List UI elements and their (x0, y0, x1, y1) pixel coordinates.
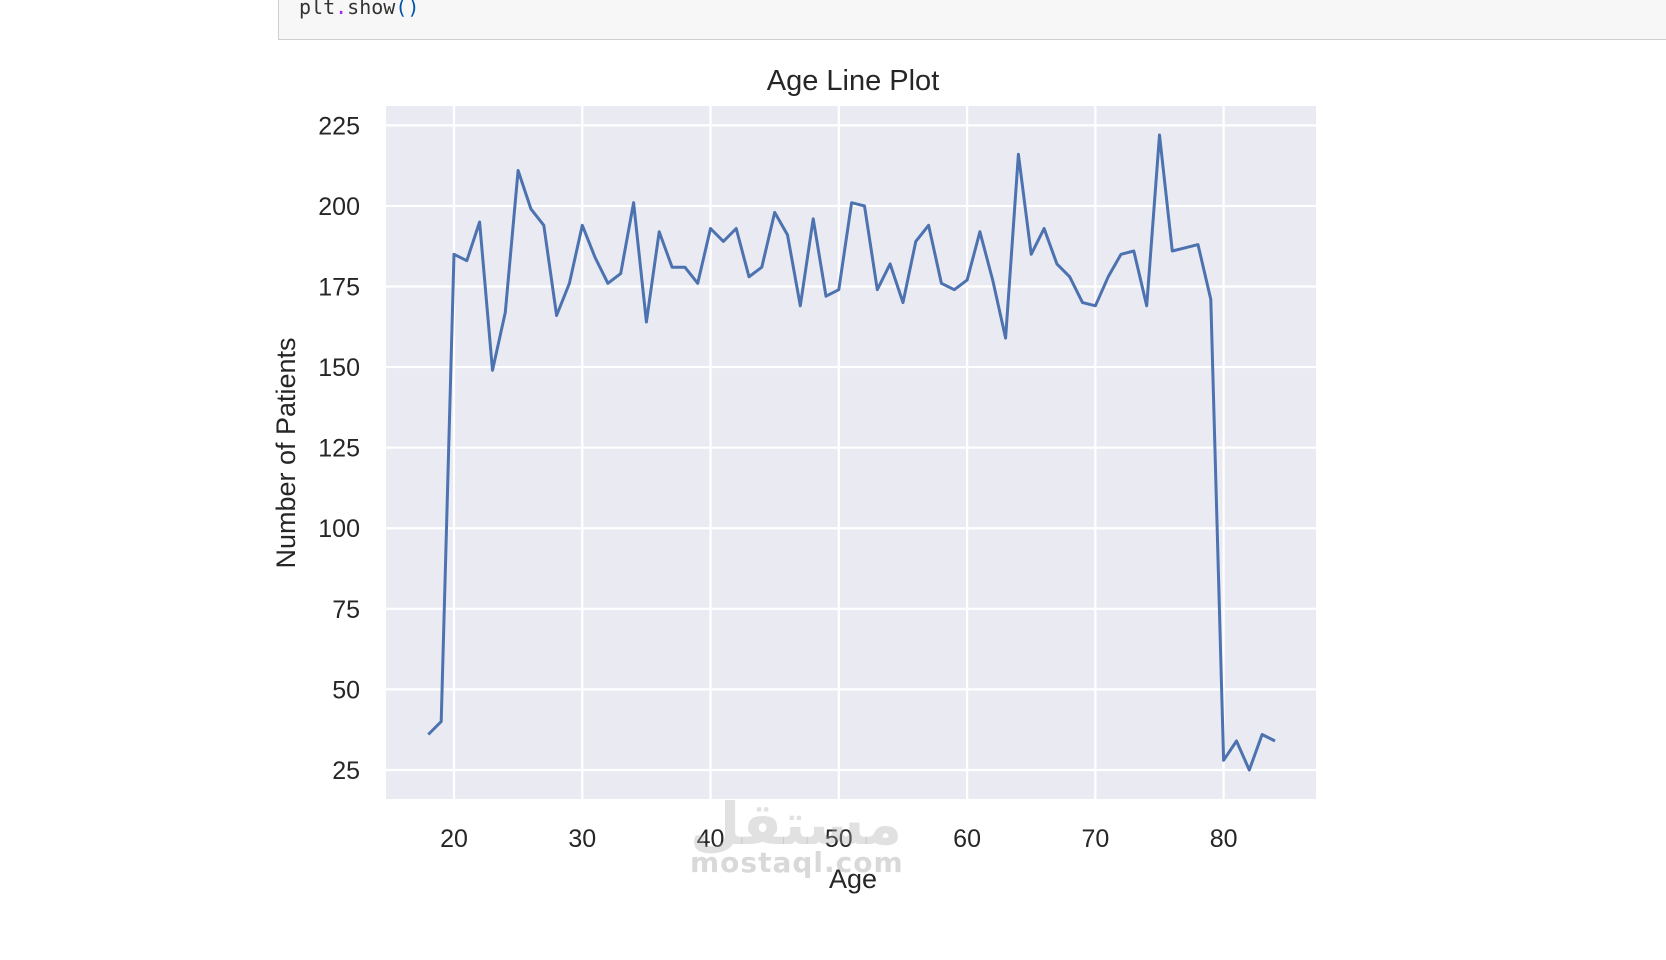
y-tick-label-225: 225 (318, 112, 360, 140)
x-tick-label-20: 20 (440, 825, 468, 853)
y-tick-labels: 25 50 75 100 125 150 175 200 225 (318, 112, 360, 785)
series-line (427, 133, 1276, 772)
x-tick-label-50: 50 (825, 825, 853, 853)
watermark-logo: مستقل (690, 790, 903, 858)
code-cell[interactable]: plt.show() (278, 0, 1666, 40)
x-tick-label-40: 40 (697, 825, 725, 853)
output-area: 25 50 75 100 125 150 175 200 225 20 30 40 50 60 70 80 … (270, 50, 1370, 930)
code-line: plt.show() (299, 0, 420, 19)
y-tick-label-200: 200 (318, 193, 360, 221)
y-tick-label-25: 25 (332, 757, 360, 785)
y-tick-label-150: 150 (318, 354, 360, 382)
y-tick-label-125: 125 (318, 435, 360, 463)
y-axis-label: Number of Patients (271, 337, 301, 568)
x-axis-label: Age (829, 864, 877, 894)
watermark-text: mostaql.com (690, 846, 904, 879)
chart-title: Age Line Plot (767, 65, 940, 97)
x-tick-label-60: 60 (953, 825, 981, 853)
x-tick-label-80: 80 (1210, 825, 1238, 853)
y-tick-label-75: 75 (332, 596, 360, 624)
x-tick-label-30: 30 (568, 825, 596, 853)
x-tick-label-70: 70 (1081, 825, 1109, 853)
y-tick-label-100: 100 (318, 515, 360, 543)
x-tick-labels: 20 30 40 50 60 70 80 (440, 825, 1237, 853)
y-tick-label-175: 175 (318, 274, 360, 302)
grid-lines (386, 106, 1316, 799)
y-tick-label-50: 50 (332, 676, 360, 704)
